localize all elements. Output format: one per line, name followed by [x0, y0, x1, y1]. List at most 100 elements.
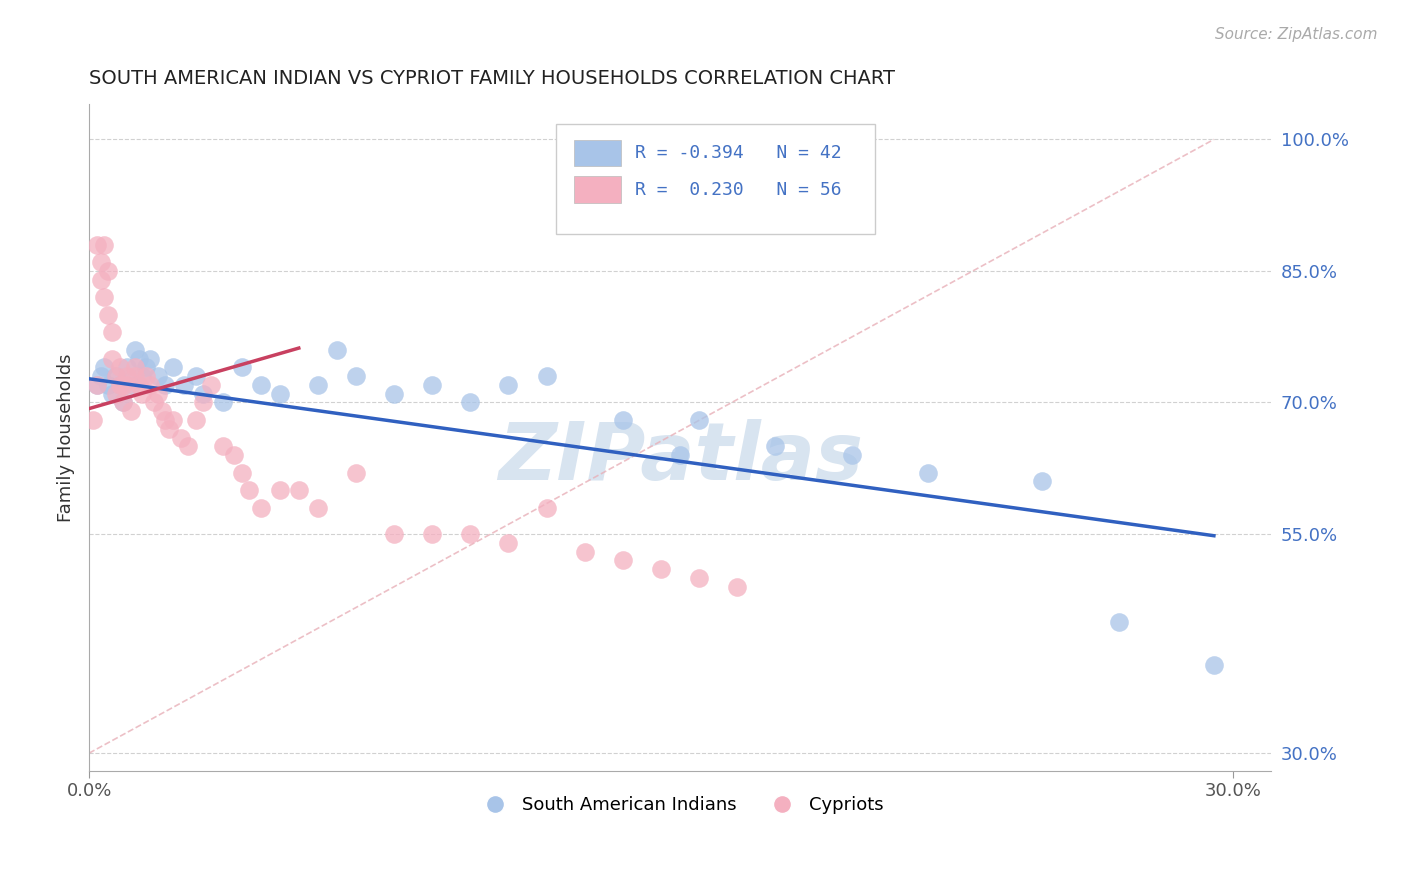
Point — [101, 386, 124, 401]
Point — [177, 439, 200, 453]
Point — [669, 448, 692, 462]
Point — [1108, 615, 1130, 629]
Point — [104, 369, 127, 384]
Point — [89, 369, 111, 384]
Point — [86, 237, 108, 252]
Point — [135, 360, 157, 375]
Text: ZIPatlas: ZIPatlas — [498, 418, 863, 497]
Point — [344, 369, 367, 384]
Point — [108, 378, 131, 392]
Point — [193, 395, 215, 409]
Point — [326, 343, 349, 357]
Point — [498, 378, 520, 392]
Point — [222, 448, 245, 462]
Point — [382, 386, 405, 401]
FancyBboxPatch shape — [555, 124, 875, 235]
Point — [612, 553, 634, 567]
Point — [108, 360, 131, 375]
Point — [725, 580, 748, 594]
Point — [1031, 475, 1053, 489]
Point — [184, 413, 207, 427]
Point — [101, 351, 124, 366]
Point — [104, 386, 127, 401]
Point — [89, 273, 111, 287]
Point — [128, 378, 150, 392]
Point — [146, 369, 169, 384]
Point — [420, 378, 443, 392]
Point — [200, 378, 222, 392]
Point — [382, 527, 405, 541]
Point — [108, 378, 131, 392]
Point — [115, 378, 138, 392]
FancyBboxPatch shape — [574, 177, 621, 203]
Point — [173, 378, 195, 392]
Point — [307, 500, 329, 515]
Point — [612, 413, 634, 427]
Point — [536, 500, 558, 515]
Point — [115, 369, 138, 384]
Point — [89, 255, 111, 269]
Text: R =  0.230   N = 56: R = 0.230 N = 56 — [636, 181, 842, 199]
Point — [269, 483, 291, 497]
Point — [238, 483, 260, 497]
Point — [460, 527, 482, 541]
Point — [688, 571, 710, 585]
Point — [269, 386, 291, 401]
Point — [288, 483, 311, 497]
Y-axis label: Family Households: Family Households — [58, 353, 75, 522]
Point — [574, 544, 596, 558]
Point — [211, 395, 233, 409]
Text: R = -0.394   N = 42: R = -0.394 N = 42 — [636, 144, 842, 162]
Point — [763, 439, 786, 453]
FancyBboxPatch shape — [574, 140, 621, 166]
Point — [157, 422, 180, 436]
Point — [135, 369, 157, 384]
Point — [420, 527, 443, 541]
Point — [460, 395, 482, 409]
Point — [124, 369, 146, 384]
Point — [115, 360, 138, 375]
Point — [104, 369, 127, 384]
Point — [249, 500, 271, 515]
Point — [86, 378, 108, 392]
Point — [86, 378, 108, 392]
Point — [231, 360, 253, 375]
Point — [162, 360, 184, 375]
Point — [231, 466, 253, 480]
Point — [120, 378, 142, 392]
Point — [124, 360, 146, 375]
Point — [131, 386, 153, 401]
Point — [112, 378, 135, 392]
Point — [112, 395, 135, 409]
Point — [101, 326, 124, 340]
Text: SOUTH AMERICAN INDIAN VS CYPRIOT FAMILY HOUSEHOLDS CORRELATION CHART: SOUTH AMERICAN INDIAN VS CYPRIOT FAMILY … — [89, 69, 896, 87]
Point — [139, 351, 162, 366]
Point — [307, 378, 329, 392]
Point — [93, 237, 115, 252]
Point — [211, 439, 233, 453]
Point — [139, 378, 162, 392]
Point — [193, 386, 215, 401]
Point — [650, 562, 672, 576]
Point — [97, 308, 120, 322]
Point — [344, 466, 367, 480]
Point — [120, 404, 142, 418]
Legend: South American Indians, Cypriots: South American Indians, Cypriots — [470, 789, 890, 822]
Point — [82, 413, 104, 427]
Point — [112, 395, 135, 409]
Text: Source: ZipAtlas.com: Source: ZipAtlas.com — [1215, 27, 1378, 42]
Point — [124, 343, 146, 357]
Point — [155, 378, 177, 392]
Point — [249, 378, 271, 392]
Point — [155, 413, 177, 427]
Point — [841, 448, 863, 462]
Point — [1202, 658, 1225, 673]
Point — [93, 360, 115, 375]
Point — [97, 378, 120, 392]
Point — [146, 386, 169, 401]
Point — [536, 369, 558, 384]
Point — [498, 535, 520, 549]
Point — [128, 351, 150, 366]
Point — [917, 466, 939, 480]
Point — [150, 404, 173, 418]
